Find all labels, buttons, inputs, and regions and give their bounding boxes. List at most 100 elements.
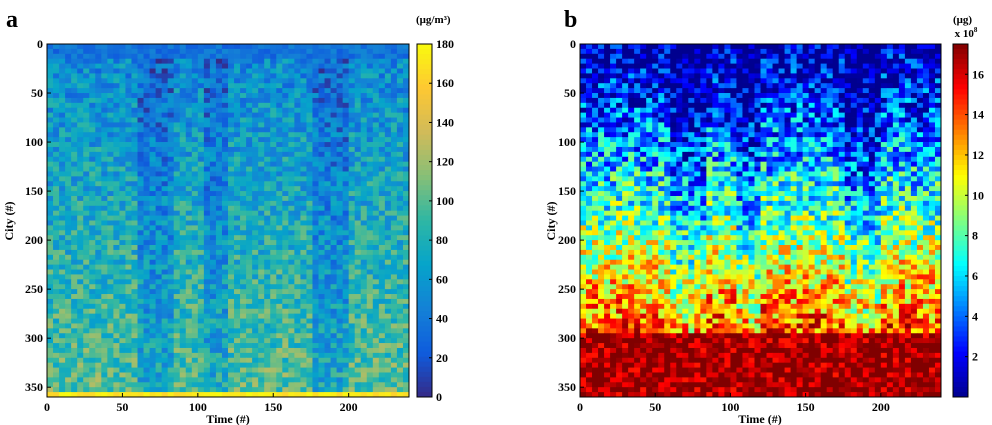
- heatmap-cell: [59, 156, 66, 163]
- heatmap-cell: [270, 333, 277, 339]
- heatmap-cell: [330, 156, 337, 163]
- heatmap-cell: [640, 48, 647, 55]
- heatmap-cell: [173, 313, 181, 319]
- heatmap-cell: [221, 132, 229, 138]
- heatmap-cell: [95, 245, 102, 251]
- heatmap-cell: [402, 235, 410, 241]
- heatmap-cell: [173, 205, 181, 212]
- heatmap-cell: [240, 289, 247, 295]
- heatmap-cell: [366, 205, 374, 212]
- heatmap-cell: [288, 230, 295, 236]
- heatmap-cell: [59, 146, 66, 153]
- heatmap-cell: [264, 112, 271, 118]
- heatmap-cell: [59, 333, 66, 339]
- heatmap-cell: [324, 200, 331, 207]
- heatmap-cell: [53, 161, 60, 167]
- heatmap-cell: [300, 240, 307, 246]
- colorbar-segment: [417, 376, 432, 383]
- heatmap-cell: [258, 294, 265, 300]
- heatmap-cell: [234, 259, 241, 266]
- heatmap-cell: [318, 294, 325, 300]
- heatmap-cell: [246, 195, 253, 202]
- heatmap-cell: [101, 372, 108, 378]
- heatmap-cell: [856, 83, 864, 89]
- heatmap-cell: [65, 289, 72, 295]
- heatmap-cell: [53, 191, 60, 197]
- heatmap-cell: [167, 58, 175, 65]
- heatmap-cell: [53, 58, 60, 65]
- heatmap-cell: [402, 289, 410, 295]
- heatmap-cell: [348, 200, 356, 207]
- heatmap-cell: [221, 338, 229, 344]
- heatmap-cell: [167, 48, 175, 55]
- heatmap-cell: [282, 176, 289, 182]
- heatmap-cell: [101, 112, 108, 118]
- heatmap-cell: [378, 352, 386, 359]
- heatmap-cell: [209, 176, 217, 182]
- heatmap-cell: [264, 382, 271, 388]
- heatmap-cell: [276, 249, 283, 256]
- heatmap-cell: [185, 176, 193, 182]
- heatmap-cell: [59, 259, 66, 266]
- heatmap-cell: [294, 225, 301, 231]
- heatmap-cell: [366, 372, 374, 378]
- heatmap-cell: [258, 151, 265, 158]
- heatmap-cell: [306, 240, 313, 246]
- colorbar-tick-label: 140: [436, 115, 454, 129]
- heatmap-cell: [258, 146, 265, 153]
- heatmap-cell: [378, 146, 386, 153]
- heatmap-cell: [628, 83, 635, 89]
- heatmap-cell: [83, 298, 90, 305]
- heatmap-cell: [65, 352, 72, 359]
- heatmap-cell: [360, 343, 368, 349]
- heatmap-cell: [384, 88, 392, 94]
- heatmap-cell: [282, 225, 289, 231]
- heatmap-cell: [228, 259, 235, 266]
- heatmap-cell: [59, 88, 66, 94]
- heatmap-cell: [372, 107, 380, 114]
- heatmap-cell: [348, 156, 356, 163]
- heatmap-cell: [240, 352, 247, 359]
- heatmap-cell: [173, 122, 181, 128]
- heatmap-cell: [161, 142, 169, 148]
- heatmap-cell: [107, 88, 114, 94]
- heatmap-cell: [77, 279, 84, 285]
- heatmap-cell: [604, 48, 611, 55]
- heatmap-cell: [276, 166, 283, 172]
- heatmap-cell: [366, 343, 374, 349]
- heatmap-cell: [336, 338, 344, 344]
- heatmap-cell: [149, 372, 156, 378]
- heatmap-cell: [221, 264, 229, 270]
- heatmap-cell: [240, 73, 247, 79]
- heatmap-cell: [167, 225, 175, 231]
- heatmap-cell: [270, 137, 277, 143]
- heatmap-cell: [234, 328, 241, 334]
- heatmap-cell: [300, 338, 307, 344]
- heatmap-cell: [390, 127, 398, 133]
- heatmap-cell: [65, 382, 72, 388]
- heatmap-cell: [161, 367, 169, 373]
- heatmap-cell: [348, 269, 356, 275]
- colorbar-tick-label: 60: [436, 272, 448, 286]
- heatmap-cell: [71, 132, 78, 138]
- heatmap-cell: [844, 48, 852, 55]
- heatmap-cell: [366, 156, 374, 163]
- heatmap-cell: [390, 323, 398, 329]
- heatmap-cell: [378, 347, 386, 354]
- heatmap-cell: [161, 318, 169, 324]
- heatmap-cell: [312, 195, 319, 202]
- heatmap-cell: [324, 298, 331, 305]
- heatmap-cell: [396, 387, 404, 393]
- heatmap-cell: [270, 191, 277, 197]
- heatmap-cell: [59, 142, 66, 148]
- heatmap-cell: [324, 387, 331, 393]
- heatmap-cell: [173, 176, 181, 182]
- heatmap-cell: [324, 210, 331, 216]
- heatmap-cell: [240, 259, 247, 266]
- heatmap-cell: [294, 318, 301, 324]
- heatmap-cell: [59, 347, 66, 354]
- heatmap-cell: [360, 387, 368, 393]
- heatmap-cell: [143, 166, 150, 172]
- heatmap-cell: [137, 230, 144, 236]
- heatmap-cell: [101, 313, 108, 319]
